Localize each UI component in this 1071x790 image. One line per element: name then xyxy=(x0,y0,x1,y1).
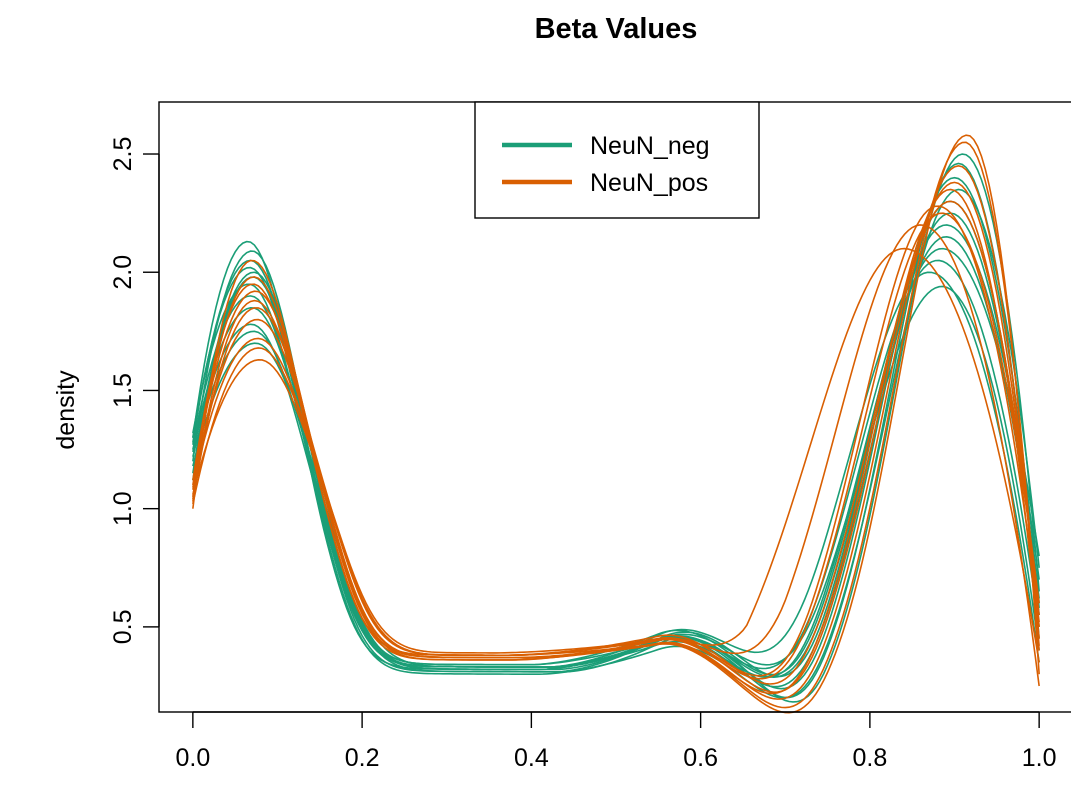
y-axis-label: density xyxy=(52,370,80,450)
y-axis: 0.5 1.0 1.5 2.0 2.5 xyxy=(109,137,160,645)
density-curve-neun-pos-2 xyxy=(192,165,1040,700)
legend-box xyxy=(474,101,760,219)
density-curve-neun-neg-0 xyxy=(192,162,1040,699)
legend: NeuN_neg NeuN_pos xyxy=(474,101,760,219)
y-tick-label: 0.5 xyxy=(109,610,137,645)
density-curve-neun-neg-5 xyxy=(192,259,1040,671)
density-curve-neun-neg-4 xyxy=(192,247,1040,679)
density-curve-neun-neg-1 xyxy=(192,176,1040,690)
legend-label-neun-neg: NeuN_neg xyxy=(590,132,710,160)
density-curve-neun-neg-9 xyxy=(192,188,1040,699)
density-curve-neun-pos-0 xyxy=(192,134,1040,714)
x-tick-label: 0.6 xyxy=(683,744,718,772)
y-tick-label: 2.5 xyxy=(109,137,137,172)
x-tick-label: 0.2 xyxy=(345,744,380,772)
density-curve-neun-neg-11 xyxy=(192,235,1040,678)
density-curve-neun-pos-8 xyxy=(192,188,1040,695)
x-tick-label: 0.4 xyxy=(514,744,549,772)
density-curves xyxy=(192,134,1040,714)
y-tick-label: 1.0 xyxy=(109,491,137,526)
chart-title: Beta Values xyxy=(535,13,698,45)
x-tick-label: 1.0 xyxy=(1022,744,1057,772)
x-axis: 0.0 0.2 0.4 0.6 0.8 1.0 xyxy=(175,711,1057,772)
density-curve-neun-pos-7 xyxy=(192,224,1040,687)
density-curve-neun-pos-9 xyxy=(192,205,1040,677)
x-tick-label: 0.0 xyxy=(175,744,210,772)
y-tick-label: 1.5 xyxy=(109,373,137,408)
x-tick-label: 0.8 xyxy=(853,744,888,772)
y-tick-label: 2.0 xyxy=(109,255,137,290)
legend-label-neun-pos: NeuN_pos xyxy=(590,169,708,197)
